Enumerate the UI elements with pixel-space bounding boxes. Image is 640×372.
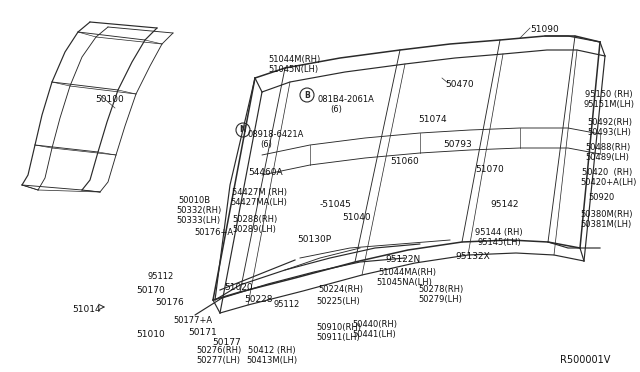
Text: 50228: 50228: [244, 295, 273, 304]
Text: 50332(RH): 50332(RH): [176, 206, 221, 215]
Text: 51070: 51070: [475, 165, 504, 174]
Text: 51014: 51014: [72, 305, 100, 314]
Text: (6): (6): [330, 105, 342, 114]
Text: 50177: 50177: [212, 338, 241, 347]
Text: 95142: 95142: [490, 200, 518, 209]
Text: 50277(LH): 50277(LH): [196, 356, 240, 365]
Text: 95112: 95112: [148, 272, 174, 281]
Text: 50333(LH): 50333(LH): [176, 216, 220, 225]
Text: 50176+A: 50176+A: [194, 228, 233, 237]
Text: 50225(LH): 50225(LH): [316, 297, 360, 306]
Text: 51045N(LH): 51045N(LH): [268, 65, 318, 74]
Text: 51090: 51090: [530, 25, 559, 34]
Text: 51045NA(LH): 51045NA(LH): [376, 278, 432, 287]
Text: 50176: 50176: [155, 298, 184, 307]
Text: 50493(LH): 50493(LH): [587, 128, 631, 137]
Text: 50278(RH): 50278(RH): [418, 285, 463, 294]
Text: 51040: 51040: [342, 213, 371, 222]
Text: 51010: 51010: [136, 330, 164, 339]
Text: 95151M(LH): 95151M(LH): [583, 100, 634, 109]
Text: 95132X: 95132X: [455, 252, 490, 261]
Text: 50920: 50920: [588, 193, 614, 202]
Text: 95150 (RH): 95150 (RH): [585, 90, 632, 99]
Text: -51045: -51045: [320, 200, 352, 209]
Text: 50420+A(LH): 50420+A(LH): [580, 178, 636, 187]
Text: N: N: [240, 125, 246, 135]
Text: 54427MA(LH): 54427MA(LH): [230, 198, 287, 207]
Text: 50488(RH): 50488(RH): [585, 143, 630, 152]
Text: 50420  (RH): 50420 (RH): [582, 168, 632, 177]
Text: 50380M(RH): 50380M(RH): [580, 210, 632, 219]
Text: 50440(RH): 50440(RH): [352, 320, 397, 329]
Text: 51044MA(RH): 51044MA(RH): [378, 268, 436, 277]
Text: 081B4-2061A: 081B4-2061A: [318, 95, 375, 104]
Text: 08918-6421A: 08918-6421A: [248, 130, 305, 139]
Text: 51060: 51060: [390, 157, 419, 166]
Text: 95145(LH): 95145(LH): [477, 238, 521, 247]
Text: (6): (6): [260, 140, 272, 149]
Text: 50100: 50100: [95, 95, 124, 104]
Text: 50170: 50170: [136, 286, 164, 295]
Text: 95122N: 95122N: [385, 255, 420, 264]
Text: 50489(LH): 50489(LH): [585, 153, 629, 162]
Text: 50793: 50793: [443, 140, 472, 149]
Text: R500001V: R500001V: [560, 355, 611, 365]
Text: 51020: 51020: [224, 283, 253, 292]
Text: 54460A: 54460A: [248, 168, 283, 177]
Text: 50279(LH): 50279(LH): [418, 295, 462, 304]
Text: 50910(RH): 50910(RH): [316, 323, 361, 332]
Text: 50381M(LH): 50381M(LH): [580, 220, 631, 229]
Text: 51074: 51074: [418, 115, 447, 124]
Text: 50412 (RH): 50412 (RH): [248, 346, 296, 355]
Text: B: B: [304, 90, 310, 99]
Text: 50171: 50171: [188, 328, 217, 337]
Text: 50470: 50470: [445, 80, 474, 89]
Text: 50224(RH): 50224(RH): [318, 285, 363, 294]
Text: 50276(RH): 50276(RH): [196, 346, 241, 355]
Text: 54427M (RH): 54427M (RH): [232, 188, 287, 197]
Text: 51044M(RH): 51044M(RH): [268, 55, 320, 64]
Text: 50130P: 50130P: [297, 235, 331, 244]
Text: 95144 (RH): 95144 (RH): [475, 228, 523, 237]
Text: 50177+A: 50177+A: [173, 316, 212, 325]
Text: 50289(LH): 50289(LH): [232, 225, 276, 234]
Text: 50010B: 50010B: [178, 196, 210, 205]
Text: 50441(LH): 50441(LH): [352, 330, 396, 339]
Text: 50413M(LH): 50413M(LH): [246, 356, 297, 365]
Text: 50288(RH): 50288(RH): [232, 215, 277, 224]
Text: 95112: 95112: [274, 300, 300, 309]
Text: 50911(LH): 50911(LH): [316, 333, 360, 342]
Text: 50492(RH): 50492(RH): [587, 118, 632, 127]
